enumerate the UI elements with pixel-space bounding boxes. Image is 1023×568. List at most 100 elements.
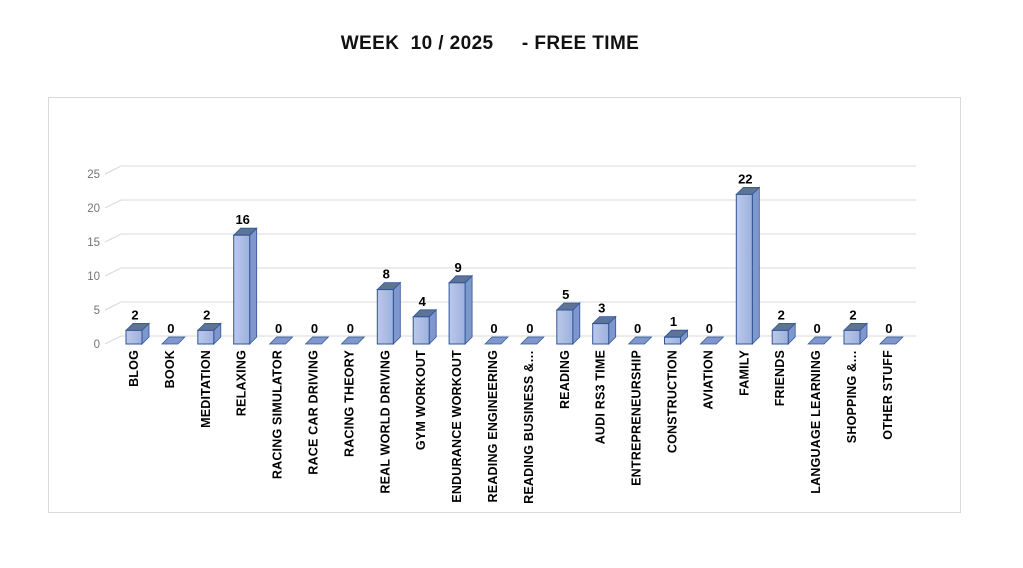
category-label: REAL WORLD DRIVING: [378, 350, 392, 494]
bar[interactable]: [376, 281, 402, 345]
bar-front-face: [556, 309, 574, 345]
bar[interactable]: [699, 336, 725, 345]
category-label: AVIATION: [701, 350, 715, 409]
category-label: SHOPPING &…: [845, 350, 859, 443]
bar-front-face: [592, 323, 610, 345]
category-label: BOOK: [163, 350, 177, 388]
chart-title: WEEK 10 / 2025 - FREE TIME: [340, 33, 640, 54]
bar-front-face: [125, 329, 143, 345]
category-label: READING: [558, 350, 572, 409]
bar-zero-slab: [520, 336, 545, 345]
bar[interactable]: [771, 322, 797, 345]
bar-value-label: 0: [526, 321, 533, 336]
bar-value-label: 0: [813, 321, 820, 336]
bar[interactable]: [232, 227, 258, 345]
category-label: AUDI RS3 TIME: [594, 350, 608, 444]
bar-value-label: 3: [598, 301, 605, 316]
category-label: READING ENGINEERING: [486, 350, 500, 502]
bar[interactable]: [591, 315, 617, 345]
bar-zero-slab: [340, 336, 366, 345]
bar[interactable]: [484, 336, 509, 345]
y-axis-tick-label: 25: [87, 169, 100, 181]
bar-value-label: 9: [454, 260, 461, 275]
bar[interactable]: [412, 308, 438, 345]
bar[interactable]: [520, 336, 545, 345]
category-label: MEDITATION: [199, 350, 213, 428]
bar-front-face: [735, 193, 753, 345]
bar-front-face: [771, 329, 789, 345]
bar[interactable]: [555, 302, 581, 345]
category-label: READING BUSINESS &…: [522, 350, 536, 504]
bar[interactable]: [879, 336, 904, 345]
bar-value-label: 2: [778, 307, 785, 322]
bar[interactable]: [161, 336, 186, 345]
bar-side-face: [464, 274, 473, 345]
bar-front-face: [233, 234, 251, 345]
bar-zero-slab: [879, 336, 904, 345]
category-label: LANGUAGE LEARNING: [809, 350, 823, 494]
bar-value-label: 0: [634, 321, 641, 336]
category-label: FAMILY: [737, 350, 751, 396]
bar-side-face: [751, 186, 760, 345]
category-label: BLOG: [127, 350, 141, 387]
bar-zero-slab: [807, 336, 832, 345]
bar[interactable]: [843, 322, 868, 345]
chart-area[interactable]: 0 5 10 15 20 25 2 BLOG 0 BOOK 2 MEDITATION 16 RELAXIN…: [48, 97, 961, 513]
category-label: ENDURANCE WORKOUT: [450, 350, 464, 503]
bar[interactable]: [340, 336, 366, 345]
bar[interactable]: [125, 322, 150, 345]
gridline: [104, 301, 916, 311]
y-axis-tick-label: 0: [94, 339, 100, 351]
bar-zero-slab: [304, 336, 330, 345]
bar-zero-slab: [627, 336, 653, 345]
bar[interactable]: [663, 329, 689, 345]
y-axis-tick-label: 20: [87, 203, 100, 215]
bar-value-label: 0: [311, 321, 318, 336]
bar-value-label: 2: [203, 307, 210, 322]
category-label: RACING SIMULATOR: [271, 350, 285, 479]
bar-value-label: 5: [562, 287, 569, 302]
gridline: [104, 267, 916, 277]
bar[interactable]: [196, 322, 222, 345]
bar-value-label: 2: [849, 307, 856, 322]
bar-zero-slab: [268, 336, 294, 345]
category-label: ENTREPRENEURSHIP: [630, 350, 644, 486]
bar-value-label: 22: [738, 171, 752, 186]
category-label: CONSTRUCTION: [666, 350, 680, 453]
bar-front-face: [448, 282, 466, 345]
bar[interactable]: [268, 336, 294, 345]
bar-value-label: 0: [275, 321, 282, 336]
bar-chart-canvas: 05101520252BLOG0BOOK2MEDITATION16RELAXIN…: [87, 165, 916, 504]
bar[interactable]: [627, 336, 653, 345]
bar-side-face: [249, 227, 258, 345]
y-axis-tick-label: 5: [94, 305, 100, 317]
bar-value-label: 0: [706, 321, 713, 336]
bar-zero-slab: [484, 336, 509, 345]
gridline: [104, 165, 916, 175]
category-label: RACING THEORY: [342, 350, 356, 457]
bar-front-face: [376, 289, 394, 345]
bar[interactable]: [304, 336, 330, 345]
bar-value-label: 0: [490, 321, 497, 336]
bar-value-label: 0: [347, 321, 354, 336]
bar-zero-slab: [161, 336, 186, 345]
gridline: [104, 335, 916, 345]
bar-value-label: 16: [235, 212, 249, 227]
bar-value-label: 4: [419, 294, 427, 309]
y-axis-tick-label: 10: [87, 271, 100, 283]
bar[interactable]: [448, 274, 474, 345]
gridline: [104, 199, 916, 209]
category-label: OTHER STUFF: [881, 350, 895, 440]
bar-front-face: [664, 336, 681, 345]
category-label: RELAXING: [235, 350, 249, 416]
bar-front-face: [412, 316, 430, 345]
bar[interactable]: [807, 336, 832, 345]
gridline: [104, 233, 916, 243]
y-axis-tick-label: 15: [87, 237, 100, 249]
bar-value-label: 2: [131, 307, 138, 322]
category-label: RACE CAR DRIVING: [307, 350, 321, 475]
bar[interactable]: [735, 186, 761, 345]
category-label: GYM WORKOUT: [414, 350, 428, 450]
bar-value-label: 8: [383, 267, 390, 282]
